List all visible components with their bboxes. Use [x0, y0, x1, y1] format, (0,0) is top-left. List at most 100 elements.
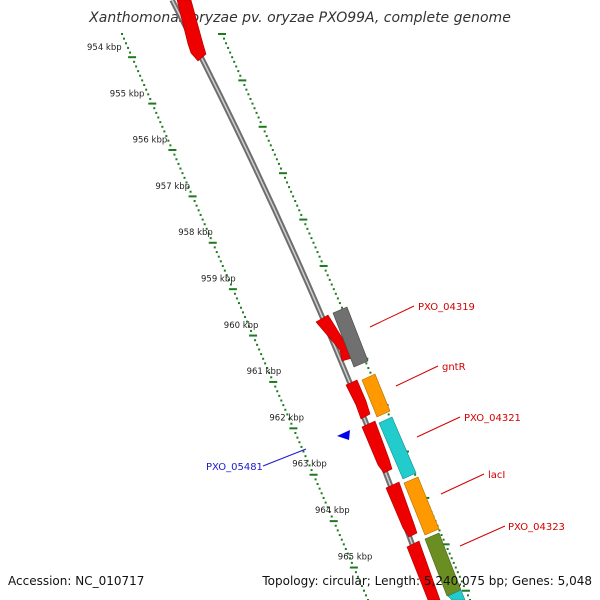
minor-tick — [137, 70, 140, 73]
minor-tick — [147, 93, 150, 96]
minor-tick — [227, 278, 230, 281]
major-tick — [461, 589, 470, 592]
minor-tick — [306, 459, 309, 462]
minor-tick — [193, 200, 196, 203]
minor-tick — [241, 311, 244, 314]
minor-tick — [310, 469, 313, 472]
minor-tick — [304, 455, 307, 458]
minor-tick — [280, 399, 283, 402]
minor-tick — [328, 510, 331, 513]
kbp-label: 957 kbp — [155, 182, 190, 192]
minor-tick — [253, 107, 256, 110]
minor-tick — [125, 42, 128, 45]
major-tick — [238, 79, 247, 82]
minor-tick — [143, 84, 146, 87]
gene-red-961[interactable] — [345, 379, 371, 420]
kbp-label: 960 kbp — [224, 321, 259, 331]
genome-backbone — [169, 0, 435, 600]
gene-red-963[interactable] — [385, 481, 418, 538]
minor-tick — [173, 153, 176, 156]
minor-tick — [442, 538, 445, 541]
minor-tick — [153, 107, 156, 110]
gene-top-red[interactable] — [176, 0, 207, 62]
gene-label-pxo04323[interactable]: PXO_04323 — [508, 522, 565, 533]
major-tick — [148, 102, 157, 105]
minor-tick — [260, 353, 263, 356]
minor-tick — [336, 297, 339, 300]
minor-tick — [267, 139, 270, 142]
minor-tick — [255, 111, 258, 114]
minor-tick — [316, 483, 319, 486]
minor-tick — [296, 436, 299, 439]
minor-tick — [207, 232, 210, 235]
gene-orange-laci[interactable] — [403, 476, 440, 536]
minor-tick — [133, 60, 136, 63]
minor-tick — [306, 227, 309, 230]
minor-tick — [452, 561, 455, 564]
minor-tick — [458, 575, 461, 578]
gene-red-962[interactable] — [361, 420, 393, 474]
gene-orange-gntr[interactable] — [361, 373, 391, 418]
minor-tick — [462, 585, 465, 588]
minor-tick — [292, 195, 295, 198]
minor-tick — [344, 547, 347, 550]
minor-tick — [318, 487, 321, 490]
minor-tick — [456, 571, 459, 574]
minor-tick — [237, 70, 240, 73]
minor-tick — [362, 589, 365, 592]
minor-tick — [197, 209, 200, 212]
minor-tick — [328, 278, 331, 281]
topology-text: Topology: circular; Length: 5,240,075 bp… — [262, 574, 592, 588]
gene-label-pxo04319[interactable]: PXO_04319 — [418, 302, 475, 313]
minor-tick — [248, 325, 251, 328]
minor-tick — [294, 200, 297, 203]
minor-tick — [254, 339, 257, 342]
minor-tick — [279, 167, 282, 170]
gene-label-pxo04321[interactable]: PXO_04321 — [464, 413, 521, 424]
minor-tick — [237, 302, 240, 305]
minor-tick — [448, 552, 451, 555]
minor-tick — [365, 362, 368, 365]
minor-tick — [229, 283, 232, 286]
major-tick — [168, 148, 177, 151]
minor-tick — [330, 283, 333, 286]
gene-blue-pxo05481[interactable] — [337, 430, 350, 440]
minor-tick — [330, 515, 333, 518]
gene-red-964[interactable] — [406, 540, 441, 600]
minor-tick — [336, 529, 339, 532]
minor-tick — [308, 464, 311, 467]
minor-tick — [302, 450, 305, 453]
major-tick — [289, 427, 298, 430]
major-tick — [188, 195, 197, 198]
minor-tick — [167, 139, 170, 142]
minor-tick — [304, 223, 307, 226]
minor-tick — [209, 237, 212, 240]
minor-tick — [273, 153, 276, 156]
gene-label-laci[interactable]: lacI — [488, 470, 505, 481]
minor-tick — [233, 60, 236, 63]
gene-cyan-pxo04321[interactable] — [378, 416, 417, 480]
minor-tick — [290, 422, 293, 425]
minor-tick — [129, 51, 132, 54]
kbp-label: 958 kbp — [178, 228, 213, 238]
minor-tick — [121, 33, 123, 35]
minor-tick — [123, 37, 126, 40]
gene-gray-pxo04319[interactable] — [332, 306, 369, 368]
gene-label-pxo05481[interactable]: PXO_05481 — [206, 462, 263, 473]
minor-tick — [203, 223, 206, 226]
minor-tick — [338, 534, 341, 537]
kbp-label: 956 kbp — [133, 136, 168, 146]
minor-tick — [454, 566, 457, 569]
minor-tick — [320, 260, 323, 263]
minor-tick — [161, 125, 164, 128]
minor-tick — [314, 246, 317, 249]
kbp-label: 963 kbp — [292, 460, 327, 470]
gene-label-gntr[interactable]: gntR — [442, 362, 466, 373]
minor-tick — [367, 367, 370, 370]
minor-tick — [219, 260, 222, 263]
minor-tick — [334, 524, 337, 527]
gene-cyan-bottom[interactable] — [447, 589, 466, 600]
minor-tick — [364, 594, 367, 597]
minor-tick — [239, 74, 242, 77]
minor-tick — [294, 431, 297, 434]
